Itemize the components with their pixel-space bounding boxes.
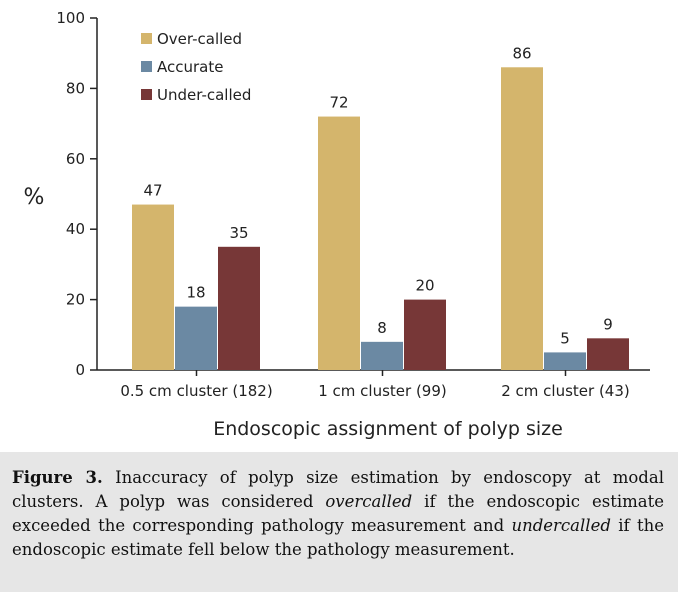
bar — [132, 204, 174, 370]
caption-term-overcalled: overcalled — [325, 492, 413, 511]
x-category-label: 2 cm cluster (43) — [501, 382, 630, 400]
bar — [404, 299, 446, 370]
axes: 0 20 40 60 80 100 0.5 cm cluster (182) 1 cm clu… — [56, 9, 650, 400]
y-tick-label: 100 — [56, 9, 85, 27]
y-tick-label: 60 — [66, 150, 85, 168]
x-category-label: 0.5 cm cluster (182) — [120, 382, 272, 400]
legend-swatch — [141, 89, 152, 100]
y-tick-label: 20 — [66, 291, 85, 309]
bar-value-label: 5 — [560, 329, 570, 347]
caption-text-2: if the endoscopic estimate exceeded the … — [12, 492, 664, 535]
bar-value-label: 9 — [603, 315, 613, 333]
caption-background — [0, 452, 678, 592]
bar — [318, 116, 360, 370]
bar — [218, 246, 260, 370]
bar — [175, 306, 217, 370]
bar-value-label: 8 — [377, 319, 387, 337]
y-tick-label: 80 — [66, 79, 85, 97]
bar-value-label: 47 — [143, 182, 162, 200]
bar — [501, 67, 543, 370]
caption-term-undercalled: undercalled — [511, 516, 611, 535]
legend-label: Accurate — [157, 58, 223, 76]
legend-label: Over-called — [157, 30, 242, 48]
figure-caption: Figure 3. Inaccuracy of polyp size estim… — [12, 466, 664, 562]
bar — [544, 352, 586, 370]
bars — [132, 67, 629, 370]
y-tick-label: 0 — [75, 361, 85, 379]
bar-value-label: 18 — [186, 284, 205, 302]
bar-value-label: 86 — [512, 44, 531, 62]
x-category-label: 1 cm cluster (99) — [318, 382, 447, 400]
legend-swatch — [141, 33, 152, 44]
bar-value-label: 72 — [329, 94, 348, 112]
legend: Over-called Accurate Under-called — [141, 30, 251, 104]
x-axis-label: Endoscopic assignment of polyp size — [213, 418, 563, 440]
y-tick-label: 40 — [66, 220, 85, 238]
caption-text: Inaccuracy of polyp size estimation by e… — [12, 468, 664, 511]
data-labels: 47 18 35 72 8 20 86 5 9 — [143, 44, 612, 347]
caption-text-3: if the endoscopic estimate fell below th… — [12, 516, 664, 559]
bar — [587, 338, 629, 370]
caption-figure-label: Figure 3. — [12, 468, 103, 487]
bar-value-label: 20 — [415, 277, 434, 295]
legend-label: Under-called — [157, 86, 251, 104]
legend-swatch — [141, 61, 152, 72]
bar-value-label: 35 — [229, 224, 248, 242]
bar-chart: 0 20 40 60 80 100 0.5 cm cluster (182) 1 cm clu… — [24, 9, 650, 440]
bar — [361, 341, 403, 370]
y-axis-label: % — [24, 185, 45, 210]
